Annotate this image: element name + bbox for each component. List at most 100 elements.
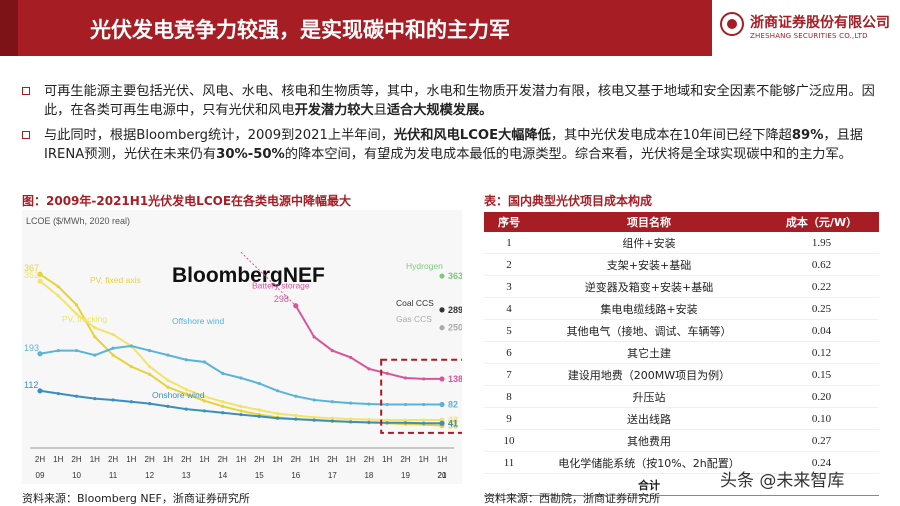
row-item: 电化学储能系统（按10%、2h配置） — [534, 451, 764, 474]
x-tick-year: 09 — [36, 471, 45, 480]
data-point-battery-storage — [330, 348, 334, 353]
row-cost: 0.04 — [764, 319, 879, 342]
x-tick-half: 1H — [419, 455, 429, 464]
series-name-offshore-wind: Offshore wind — [172, 316, 225, 326]
series-name-pv-tracking: PV, tracking — [62, 314, 107, 324]
x-tick-year: 21 — [438, 471, 447, 480]
table-header-row: 序号 项目名称 成本（元/W） — [484, 212, 879, 232]
data-point-onshore-wind — [367, 420, 371, 424]
data-point-pv-fixed-axis — [129, 364, 133, 369]
data-point-onshore-wind — [93, 396, 97, 401]
row-item: 升压站 — [534, 385, 764, 408]
row-item: 组件+安装 — [534, 232, 764, 254]
chart-background — [22, 210, 462, 484]
end-label-coal-ccs: 289 — [448, 305, 462, 315]
end-label-offshore-wind: 82 — [448, 400, 458, 410]
row-cost: 0.15 — [764, 363, 879, 386]
data-point-offshore-wind — [275, 389, 280, 393]
x-tick-year: 15 — [255, 471, 264, 480]
bullet-emphasis: 光伏和风电LCOE大幅降低 — [393, 128, 551, 143]
data-point-battery-storage — [403, 376, 408, 380]
end-label-pv-fixed-axis: 36 — [448, 421, 458, 431]
x-tick-half: 2H — [218, 455, 228, 464]
x-tick-half: 1H — [346, 455, 356, 464]
total-label: 合计 — [534, 473, 764, 496]
data-point-offshore-wind — [129, 344, 133, 348]
data-point-battery-storage — [385, 371, 389, 376]
cost-table: 序号 项目名称 成本（元/W） 1 组件+安装 1.95 2 支架+安装+基础 0.62 3… — [484, 212, 879, 496]
row-index: 6 — [484, 341, 534, 364]
data-point-offshore-wind — [202, 360, 207, 364]
row-cost: 0.62 — [764, 253, 879, 276]
bullet-square-icon — [22, 131, 30, 139]
data-point-pv-fixed-axis — [202, 399, 207, 403]
watermark: 头条 @未来智库 — [720, 471, 845, 491]
data-point-offshore-wind — [56, 348, 60, 353]
x-tick-year: 11 — [109, 471, 118, 480]
x-tick-half: 1H — [90, 455, 100, 464]
company-logo: 浙商证券股份有限公司 ZHESHANG SECURITIES CO.,LTD — [720, 10, 890, 50]
data-point-pv-fixed-axis — [37, 271, 43, 277]
data-point-offshore-wind — [403, 402, 408, 407]
bullet-text-part: 与此同时，根据Bloomberg统计，2009到2021上半年间， — [44, 128, 394, 143]
data-point-battery-storage — [439, 376, 445, 382]
data-point-pv-fixed-axis — [184, 392, 188, 396]
total-index — [484, 473, 534, 496]
x-tick-year: 20 — [438, 471, 447, 480]
data-point-onshore-wind — [403, 421, 408, 425]
row-index: 8 — [484, 385, 534, 408]
bullet-text-part: ，且据IRENA预测，光伏在未来仍有 — [44, 128, 863, 162]
series-name-gas-ccs: Gas CCS — [396, 314, 432, 324]
data-point-pv-tracking — [74, 312, 79, 316]
data-point-offshore-wind — [422, 402, 426, 407]
series-name-hydrogen: Hydrogen — [406, 261, 443, 271]
x-tick-half: 2H — [291, 455, 301, 464]
start-label-battery: 298 — [274, 294, 289, 304]
row-item: 其他电气（接地、调试、车辆等） — [534, 319, 764, 342]
bullet-emphasis: 89% — [791, 128, 824, 143]
x-tick-half: 1H — [163, 455, 173, 464]
data-point-offshore-wind — [312, 398, 316, 402]
row-item: 集电电缆线路+安装 — [534, 297, 764, 320]
page-title: 光伏发电竞争力较强，是实现碳中和的主力军 — [90, 18, 510, 42]
data-point-battery-storage — [293, 303, 299, 309]
data-point-onshore-wind — [349, 420, 353, 424]
col-header-index: 序号 — [484, 212, 534, 232]
x-tick-half: 1H — [236, 455, 246, 464]
data-point-pv-tracking — [184, 387, 188, 392]
row-cost: 0.27 — [764, 429, 879, 452]
data-point-pv-fixed-axis — [166, 385, 170, 389]
table-row: 9 送出线路 0.10 — [484, 407, 879, 430]
end-label-pv-tracking: 48 — [448, 415, 458, 425]
data-point-onshore-wind — [56, 391, 60, 396]
data-point-onshore-wind — [129, 400, 133, 404]
y-axis-label: LCOE ($/MWh, 2020 real) — [26, 216, 130, 226]
title-bar: 光伏发电竞争力较强，是实现碳中和的主力军 — [0, 0, 712, 56]
bullet-emphasis: 适合大规模发展。 — [386, 103, 493, 118]
data-point-pv-tracking — [56, 294, 60, 298]
data-point-onshore-wind — [148, 402, 152, 406]
data-point-offshore-wind — [221, 371, 225, 376]
col-header-cost: 成本（元/W） — [764, 212, 879, 232]
battery-lead-line — [240, 251, 297, 307]
data-point-pv-tracking — [367, 418, 371, 422]
row-index: 7 — [484, 363, 534, 386]
x-tick-half: 1H — [126, 455, 136, 464]
bullet-emphasis: 30%-50% — [216, 147, 285, 162]
data-point-pv-tracking — [202, 394, 207, 398]
data-point-onshore-wind — [312, 418, 316, 422]
end-label-battery-storage: 138 — [448, 374, 462, 384]
series-name-battery-storage: Battery storage — [252, 280, 310, 290]
data-point-onshore-wind — [257, 414, 261, 418]
table-total-row: 合计 — [484, 473, 879, 496]
start-label: 352 — [24, 270, 39, 280]
start-label: 193 — [24, 343, 39, 353]
bullet-text-part: 可再生能源主要包括光伏、风电、水电、核电和生物质等，其中，水电和生物质开发潜力有… — [44, 84, 875, 118]
start-label: 112 — [24, 380, 38, 390]
bullet-text-part: 且 — [373, 103, 387, 118]
data-point-pv-fixed-axis — [93, 335, 97, 339]
data-point-offshore-wind — [239, 376, 243, 380]
data-point-onshore-wind — [202, 409, 207, 413]
bullet-emphasis: 开发潜力较大 — [294, 103, 374, 118]
x-tick-half: 2H — [181, 455, 191, 464]
